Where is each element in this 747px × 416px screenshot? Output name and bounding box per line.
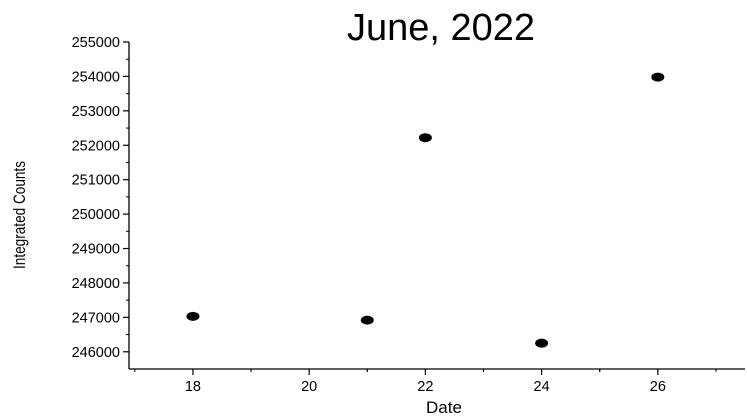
y-tick-label: 246000 [72, 345, 120, 361]
chart-title: June, 2022 [347, 7, 535, 49]
data-point [418, 133, 432, 143]
y-tick-label: 255000 [72, 35, 120, 51]
x-tick-label: 20 [301, 379, 317, 395]
x-axis: 18 20 22 24 26 [129, 368, 745, 395]
x-axis-title: Date [426, 398, 462, 416]
y-axis: 246000 247000 248000 249000 250000 251000 2520… [72, 35, 130, 369]
data-point [535, 338, 549, 348]
y-tick-label: 251000 [72, 173, 120, 189]
x-tick-label: 22 [417, 379, 433, 395]
y-tick-label: 249000 [72, 242, 120, 258]
y-tick-label: 254000 [72, 69, 120, 85]
y-tick-label: 250000 [72, 207, 120, 223]
y-tick-label: 253000 [72, 104, 120, 120]
x-tick-label: 26 [650, 379, 666, 395]
y-tick-label: 252000 [72, 138, 120, 154]
data-point [360, 315, 374, 325]
data-point [651, 72, 665, 82]
y-axis-title: Integrated Counts [11, 161, 30, 269]
data-point [186, 311, 200, 321]
y-tick-label: 247000 [72, 310, 120, 326]
x-tick-label: 18 [185, 379, 201, 395]
data-points [186, 72, 665, 348]
x-tick-label: 24 [534, 379, 550, 395]
y-tick-label: 248000 [72, 276, 120, 292]
